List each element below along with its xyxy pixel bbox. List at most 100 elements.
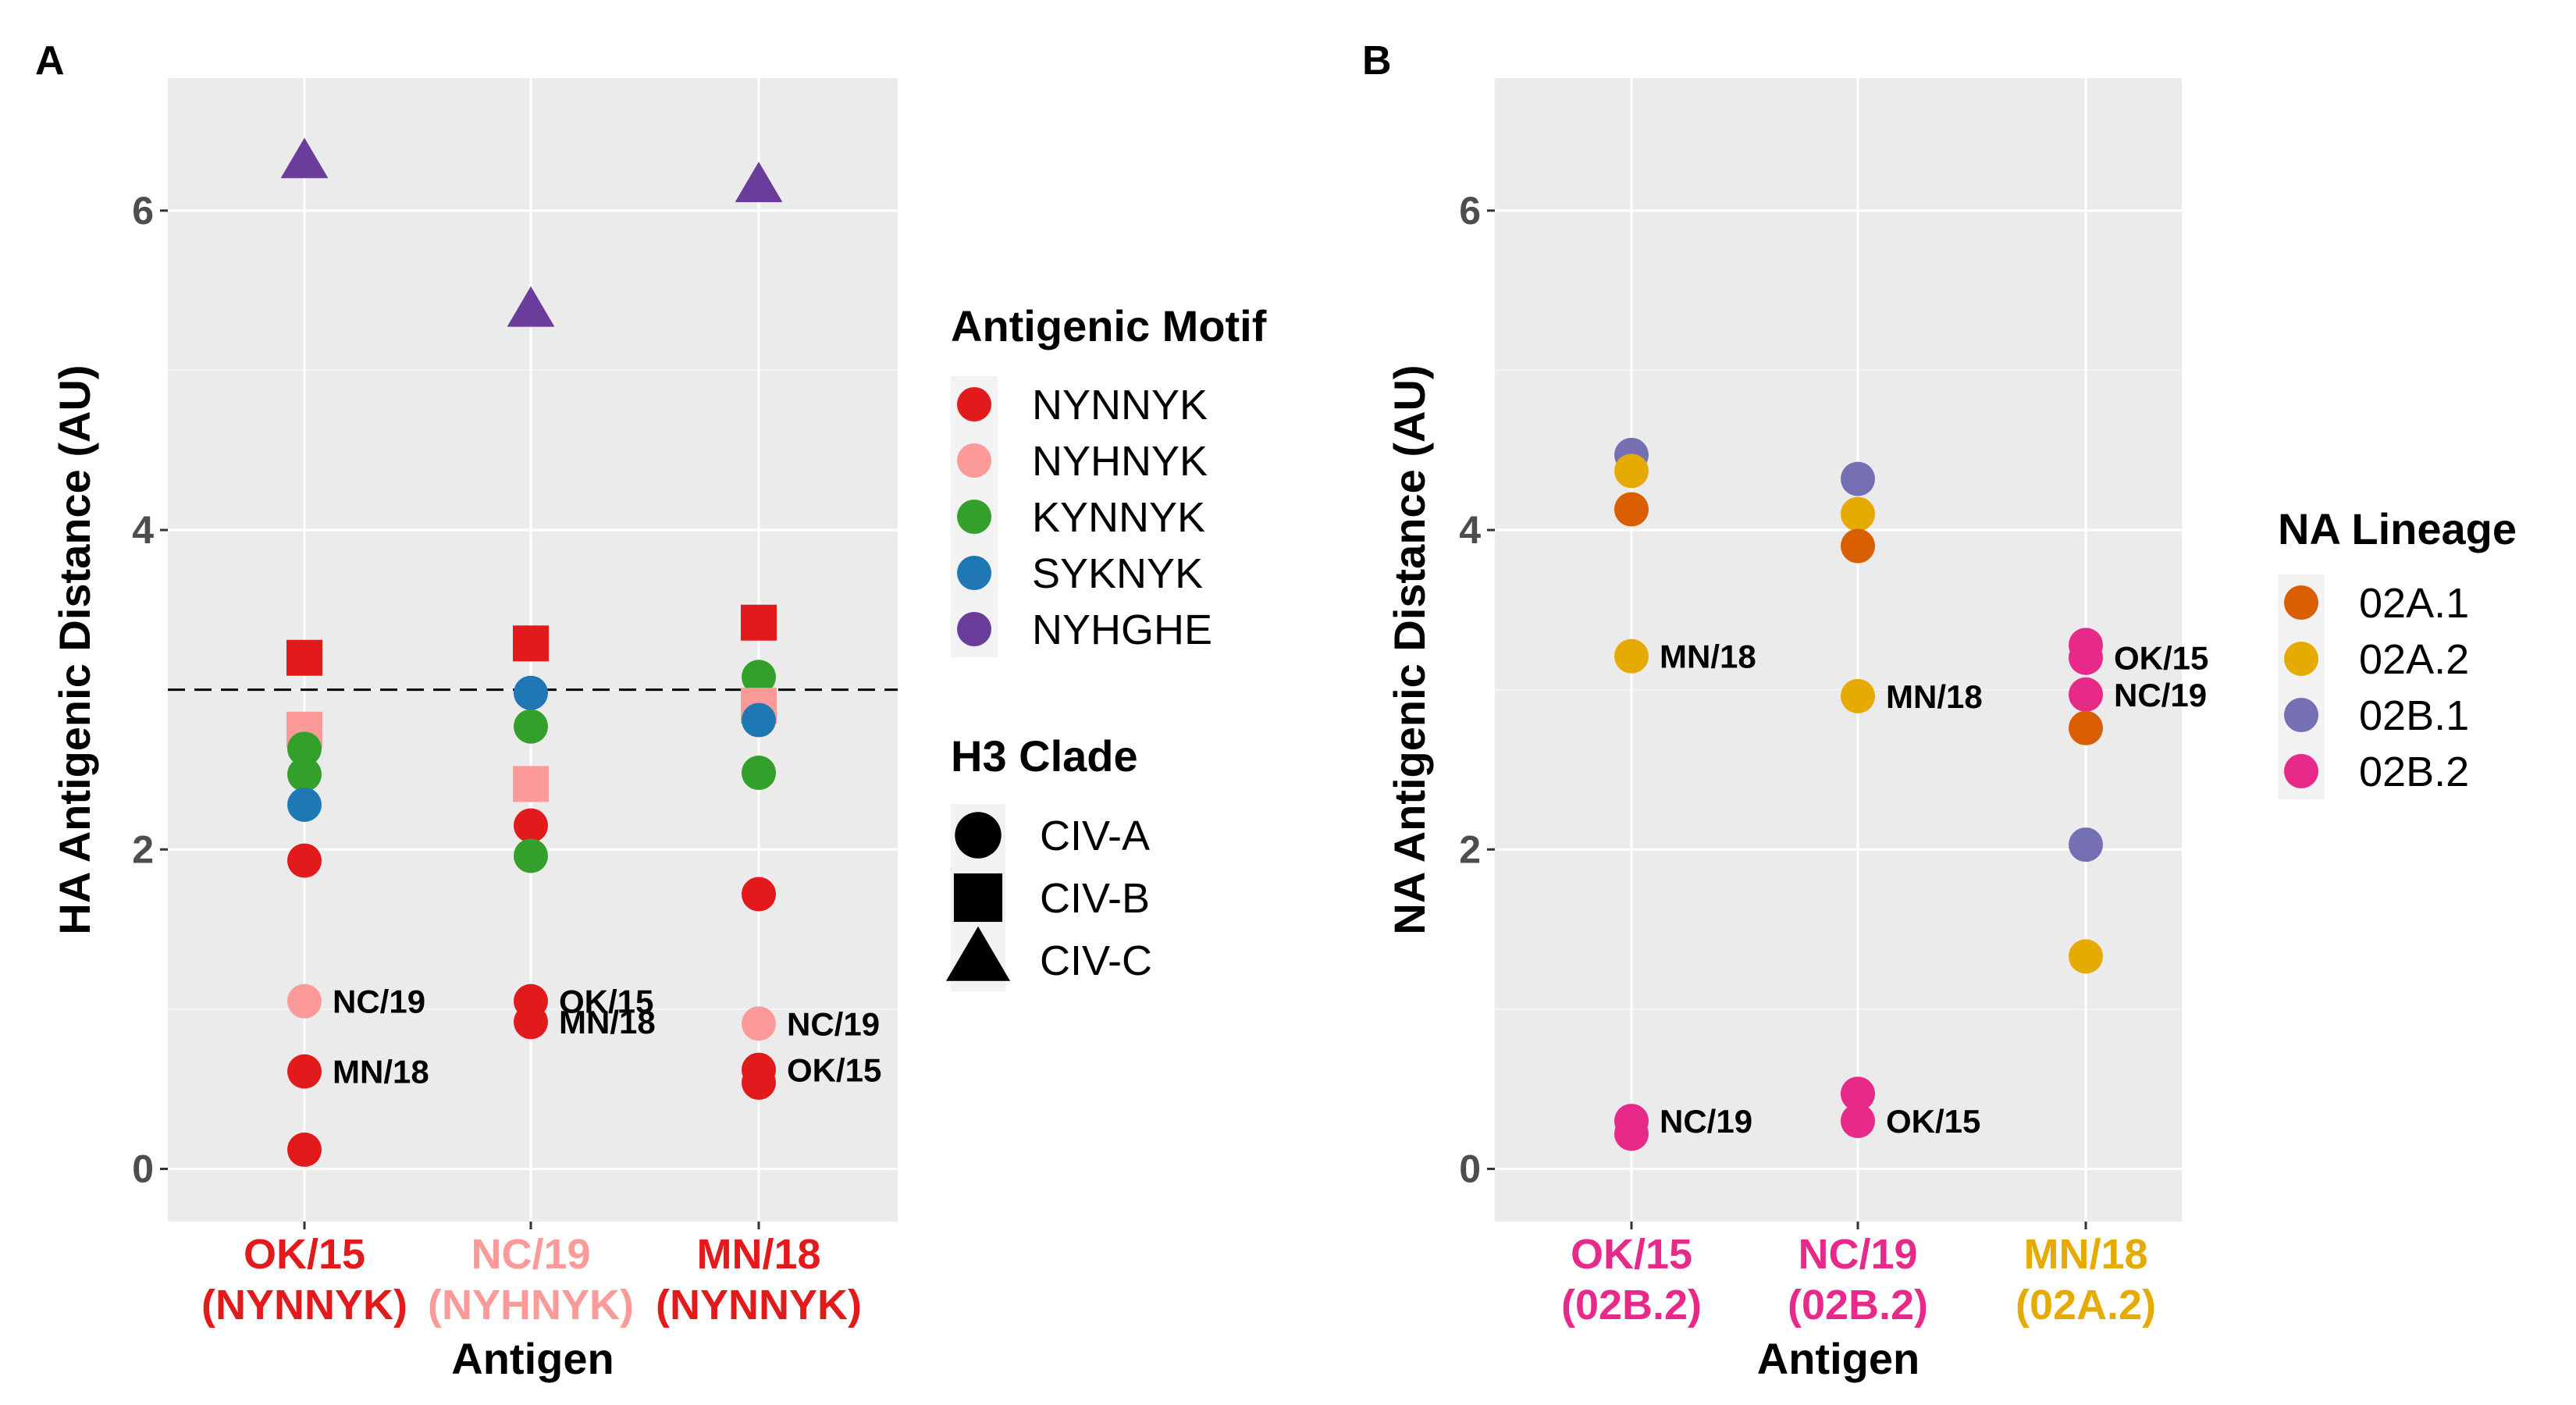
data-point [514,675,548,710]
point-label: NC/19 [1660,1103,1752,1140]
panel-letter: B [1362,38,1392,84]
data-point [287,787,322,822]
legend-title: H3 Clade [951,731,1138,781]
data-point [1614,638,1649,674]
y-tick-label: 2 [132,827,154,871]
data-point [742,1006,776,1041]
data-point [287,1132,322,1167]
data-point [1841,678,1875,713]
data-point [513,766,549,802]
x-tick-label: OK/15 [1571,1231,1692,1278]
y-tick-label: 0 [132,1147,154,1190]
y-axis-title: NA Antigenic Distance (AU) [1385,365,1434,934]
data-point [287,984,322,1019]
legend-key [955,812,1002,859]
x-tick-label: (NYNNYK) [656,1282,862,1329]
data-point [735,162,783,202]
data-point [514,838,548,873]
legend-label: CIV-B [1040,875,1150,922]
legend-label: KYNNYK [1032,494,1205,541]
data-point [280,137,329,179]
point-label: OK/15 [559,984,653,1020]
point-label: OK/15 [787,1052,881,1089]
legend-key [953,873,1003,923]
legend-key [957,443,991,478]
data-point [507,286,555,327]
data-point [2069,827,2103,863]
point-label: NC/19 [333,984,425,1020]
legend-key [957,612,991,646]
data-point [1841,1076,1875,1112]
data-point [742,756,776,791]
legend-label: 02A.2 [2359,636,2469,683]
x-axis-title: Antigen [451,1334,614,1383]
y-tick-label: 6 [132,189,154,233]
legend-label: CIV-C [1040,937,1152,984]
legend-label: CIV-A [1040,813,1150,859]
point-label: NC/19 [2114,677,2207,713]
point-label: MN/18 [559,1004,656,1040]
data-point [1841,1104,1875,1139]
plot-background [1495,78,2182,1222]
data-point [741,604,777,641]
data-point [287,843,322,878]
x-tick-label: MN/18 [2023,1231,2147,1278]
legend-key [2284,698,2318,732]
data-point [2069,939,2103,974]
x-tick-label: (02B.2) [1561,1282,1702,1329]
legend-title: Antigenic Motif [951,301,1267,350]
point-label: MN/18 [1886,678,1983,715]
data-point [1841,461,1875,496]
legend-label: 02B.1 [2359,692,2469,739]
point-label: OK/15 [2114,640,2208,677]
data-point [2069,710,2103,745]
data-point [514,808,548,843]
point-label: NC/19 [787,1005,880,1042]
y-axis-title: HA Antigenic Distance (AU) [50,365,99,934]
data-point [742,1065,776,1100]
y-tick-label: 2 [1459,827,1481,871]
legend-label: NYHGHE [1032,606,1212,653]
x-tick-label: (02B.2) [1788,1282,1928,1329]
legend-label: NYHNYK [1032,438,1208,485]
y-tick-label: 6 [1459,189,1481,233]
data-point [287,731,322,767]
legend-key [2284,754,2318,788]
legend-label: 02B.2 [2359,749,2469,795]
point-label: MN/18 [1660,638,1756,675]
data-point [1614,454,1649,489]
x-tick-label: NC/19 [471,1231,590,1278]
y-tick-label: 4 [132,508,154,552]
x-tick-label: NC/19 [1798,1231,1917,1278]
data-point [287,1054,322,1089]
data-point [1614,1116,1649,1151]
x-tick-label: OK/15 [244,1231,365,1278]
legend-key [957,387,991,422]
data-point [286,639,322,676]
x-tick-label: (NYHNYK) [428,1282,634,1329]
x-tick-label: MN/18 [696,1231,820,1278]
legend-key [2284,642,2318,676]
legend-key [2284,585,2318,620]
data-point [2069,640,2103,675]
legend-title: NA Lineage [2278,504,2517,553]
legend-label: NYNNYK [1032,382,1208,429]
x-tick-label: (02A.2) [2016,1282,2156,1329]
data-point [1614,492,1649,527]
data-point [513,625,549,662]
legend-key [957,500,991,534]
data-point [742,660,776,695]
data-point [742,702,776,738]
point-label: OK/15 [1886,1103,1980,1140]
x-tick-label: (NYNNYK) [201,1282,407,1329]
x-axis-title: Antigen [1757,1334,1920,1383]
y-tick-label: 0 [1459,1147,1481,1190]
data-point [742,877,776,912]
data-point [514,1005,548,1040]
data-point [287,757,322,792]
data-point [514,709,548,744]
legend-key [957,556,991,590]
data-point [2069,677,2103,712]
legend-key [945,926,1011,981]
